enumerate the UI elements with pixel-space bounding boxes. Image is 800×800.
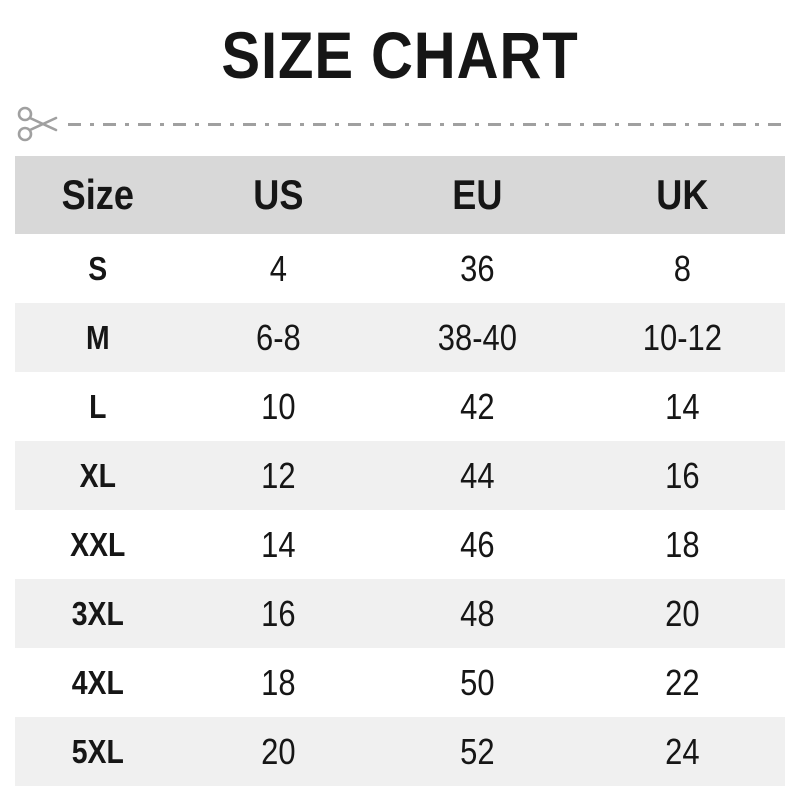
page-title: SIZE CHART — [221, 18, 579, 92]
header-us: US — [252, 171, 304, 218]
us-cell: 4 — [269, 247, 287, 289]
eu-cell: 52 — [460, 730, 495, 772]
table-row: 3XL 16 48 20 — [15, 579, 785, 648]
size-cell: 3XL — [71, 594, 124, 632]
cut-line — [16, 102, 788, 146]
dashed-cut-line — [68, 122, 788, 126]
size-cell: XL — [79, 456, 116, 494]
eu-cell: 50 — [460, 661, 495, 703]
table-row: S 4 36 8 — [15, 234, 785, 303]
us-cell: 16 — [260, 592, 296, 634]
table-header-row: Size US EU UK — [15, 156, 785, 234]
uk-cell: 10-12 — [642, 316, 723, 358]
table-row: XXL 14 46 18 — [15, 510, 785, 579]
table-row: XL 12 44 16 — [15, 441, 785, 510]
uk-cell: 8 — [673, 247, 692, 289]
table-row: 5XL 20 52 24 — [15, 717, 785, 786]
uk-cell: 14 — [665, 385, 700, 427]
table-row: 4XL 18 50 22 — [15, 648, 785, 717]
size-table: Size US EU UK S 4 36 8 M 6-8 38-40 10-12… — [15, 156, 785, 786]
size-cell: 4XL — [71, 663, 124, 701]
eu-cell: 46 — [460, 523, 495, 565]
uk-cell: 22 — [665, 661, 700, 703]
us-cell: 14 — [260, 523, 296, 565]
eu-cell: 48 — [460, 592, 495, 634]
size-cell: 5XL — [71, 732, 124, 770]
us-cell: 10 — [260, 385, 296, 427]
eu-cell: 38-40 — [438, 316, 518, 358]
uk-cell: 16 — [665, 454, 700, 496]
header-uk: UK — [656, 171, 709, 218]
us-cell: 20 — [260, 730, 296, 772]
size-cell: L — [89, 387, 107, 425]
eu-cell: 36 — [460, 247, 495, 289]
header-size: Size — [61, 171, 134, 218]
table-row: M 6-8 38-40 10-12 — [15, 303, 785, 372]
size-chart-page: SIZE CHART Size US EU UK S 4 36 8 M 6-8 — [0, 20, 800, 800]
us-cell: 18 — [260, 661, 296, 703]
size-cell: S — [88, 249, 108, 287]
us-cell: 12 — [260, 454, 296, 496]
uk-cell: 18 — [665, 523, 700, 565]
uk-cell: 24 — [665, 730, 700, 772]
table-row: L 10 42 14 — [15, 372, 785, 441]
eu-cell: 42 — [460, 385, 495, 427]
us-cell: 6-8 — [255, 316, 301, 358]
eu-cell: 44 — [460, 454, 495, 496]
header-eu: EU — [452, 171, 503, 218]
uk-cell: 20 — [665, 592, 700, 634]
size-cell: M — [85, 318, 110, 356]
size-cell: XXL — [70, 525, 126, 563]
scissors-icon — [17, 106, 58, 142]
